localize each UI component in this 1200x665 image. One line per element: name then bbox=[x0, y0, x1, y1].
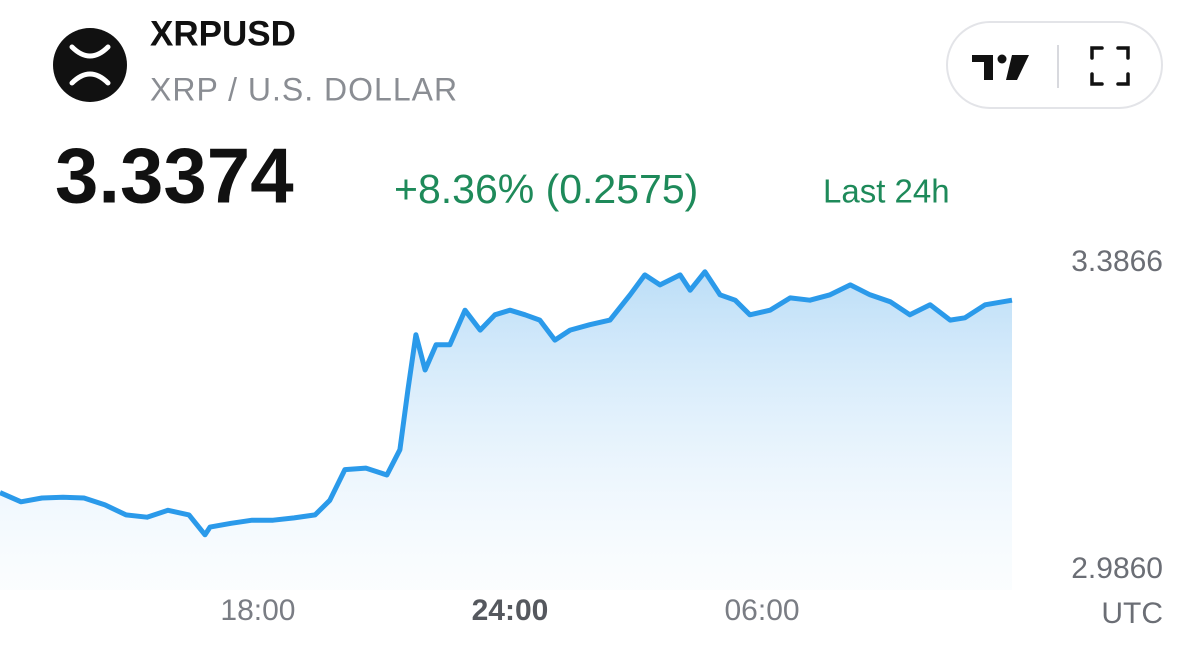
price-line bbox=[0, 269, 1013, 538]
x-unit-label: UTC bbox=[1101, 597, 1163, 630]
symbol: XRPUSD bbox=[150, 14, 296, 53]
area-fill bbox=[0, 271, 1012, 590]
x-tick-label: 06:00 bbox=[725, 594, 800, 627]
x-tick-label: 24:00 bbox=[472, 594, 549, 627]
change: +8.36% (0.2575) bbox=[394, 166, 698, 212]
toolbar bbox=[946, 21, 1163, 109]
y-tick-label: 2.9860 bbox=[1071, 552, 1163, 585]
price: 3.3374 bbox=[55, 132, 294, 220]
period: Last 24h bbox=[823, 173, 950, 210]
tradingview-button[interactable] bbox=[972, 54, 1029, 81]
fullscreen-button[interactable] bbox=[1090, 46, 1130, 86]
logo bbox=[53, 28, 127, 102]
instrument-name: XRP / U.S. DOLLAR bbox=[150, 71, 458, 107]
x-tick-label: 18:00 bbox=[220, 594, 295, 627]
y-tick-label: 3.3866 bbox=[1071, 245, 1163, 278]
